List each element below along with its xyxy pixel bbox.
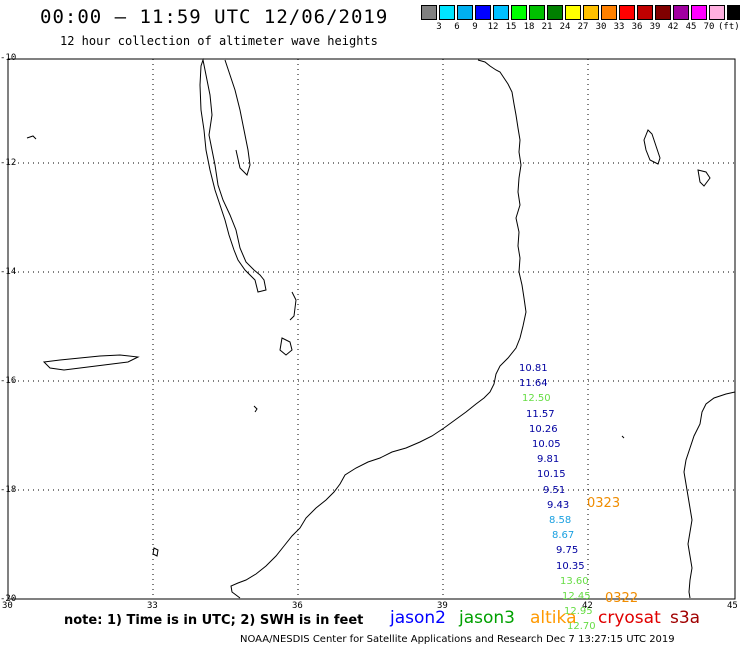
wave-height-value: 9.75	[556, 545, 579, 557]
islet-1	[253, 405, 258, 413]
wave-height-value: 9.81	[537, 454, 560, 466]
scale-label: 12	[487, 22, 499, 32]
scale-swatch-14	[673, 5, 689, 20]
scale-swatch-10	[601, 5, 617, 20]
scale-label: 3	[436, 22, 442, 32]
scale-swatch-11	[619, 5, 635, 20]
lon-label: 30	[2, 601, 13, 611]
island-grande-comore	[643, 129, 661, 165]
wave-height-value: 8.67	[552, 530, 575, 542]
scale-swatch-8	[565, 5, 581, 20]
page-title: 00:00 – 11:59 UTC 12/06/2019	[40, 6, 389, 28]
islet-2	[621, 435, 625, 439]
lake-malawi-east-shore	[224, 59, 251, 176]
legend-jason3: jason3	[459, 608, 515, 628]
legend-cryosat: cryosat	[598, 608, 661, 628]
lat-label: -18	[0, 485, 17, 495]
scale-swatch-16	[709, 5, 725, 20]
color-scale-labels: 3 6 9 12 15 18 21 24 27 30 33 36 39 42 45 70 (ft)	[421, 22, 740, 34]
scale-label: 36	[631, 22, 643, 32]
track-label-0323: 0323	[587, 496, 621, 511]
legend-jason2: jason2	[390, 608, 446, 628]
wave-height-value: 11.64	[519, 378, 548, 390]
lon-label: 39	[437, 601, 448, 611]
wave-height-value: 10.26	[529, 423, 558, 435]
wave-height-value: 10.81	[519, 363, 548, 374]
scale-label: (ft)	[718, 22, 740, 32]
lon-label: 36	[292, 601, 303, 611]
wave-height-value: 10.35	[556, 560, 585, 572]
scale-swatch-0	[421, 5, 437, 20]
scale-label: 39	[649, 22, 661, 32]
lake-chilwa	[279, 337, 293, 356]
scale-swatch-4	[493, 5, 509, 20]
wave-height-value: 9.43	[547, 499, 570, 511]
coastline	[230, 59, 527, 599]
scale-label: 18	[523, 22, 535, 32]
graticule	[8, 59, 735, 599]
lat-label: -14	[0, 267, 17, 277]
note-text: note: 1) Time is in UTC; 2) SWH is in fe…	[64, 613, 364, 628]
scale-swatch-1	[439, 5, 455, 20]
scale-label: 9	[472, 22, 478, 32]
scale-swatch-13	[655, 5, 671, 20]
legend-altika: altika	[530, 608, 577, 628]
lake-small-1	[26, 135, 37, 140]
scale-label: 21	[541, 22, 553, 32]
lat-label: -12	[0, 158, 17, 168]
wave-height-value: 12.45	[562, 591, 591, 602]
scale-swatch-7	[547, 5, 563, 20]
wave-height-value: 8.58	[549, 515, 572, 526]
page-subtitle: 12 hour collection of altimeter wave hei…	[60, 34, 378, 48]
scale-label: 33	[613, 22, 625, 32]
scale-swatch-15	[691, 5, 707, 20]
scale-swatch-2	[457, 5, 473, 20]
wave-height-value: 10.15	[537, 469, 566, 481]
wave-height-value: 12.50	[522, 393, 551, 405]
scale-swatch-12	[637, 5, 653, 20]
track-label-0322: 0322	[605, 591, 639, 606]
lake-small-2	[152, 547, 159, 557]
wave-height-value: 11.57	[526, 408, 555, 420]
color-scale	[421, 5, 740, 20]
wave-height-value: 12.95	[564, 606, 593, 618]
scale-label: 15	[505, 22, 517, 32]
lat-label: -10	[0, 53, 17, 63]
madagascar-coast	[683, 391, 736, 599]
scale-swatch-17	[727, 5, 740, 20]
legend-s3a: s3a	[670, 608, 701, 628]
scale-label: 42	[667, 22, 679, 32]
footer-credit: NOAA/NESDIS Center for Satellite Applica…	[240, 634, 675, 645]
lake-malawi-outline	[199, 58, 267, 293]
lon-label: 45	[727, 601, 738, 611]
scale-label: 30	[595, 22, 607, 32]
lake-chiuta	[289, 291, 297, 321]
lon-label: 33	[147, 601, 158, 611]
scale-label: 6	[454, 22, 460, 32]
scale-label: 45	[685, 22, 697, 32]
scale-swatch-3	[475, 5, 491, 20]
scale-label: 70	[703, 22, 715, 32]
lake-cahora-bassa	[42, 354, 140, 371]
map-frame	[7, 58, 736, 600]
lon-label: 42	[582, 601, 593, 611]
scale-swatch-5	[511, 5, 527, 20]
wave-height-value: 9.51	[543, 484, 566, 496]
island-anjouan	[697, 169, 711, 187]
scale-swatch-6	[529, 5, 545, 20]
wave-height-value: 10.05	[532, 439, 561, 450]
scale-swatch-9	[583, 5, 599, 20]
scale-label: 27	[577, 22, 589, 32]
wave-height-value: 13.60	[560, 575, 589, 587]
lat-label: -20	[0, 594, 17, 604]
wave-height-value: 12.70	[567, 621, 596, 633]
scale-label: 24	[559, 22, 571, 32]
lat-label: -16	[0, 376, 17, 386]
